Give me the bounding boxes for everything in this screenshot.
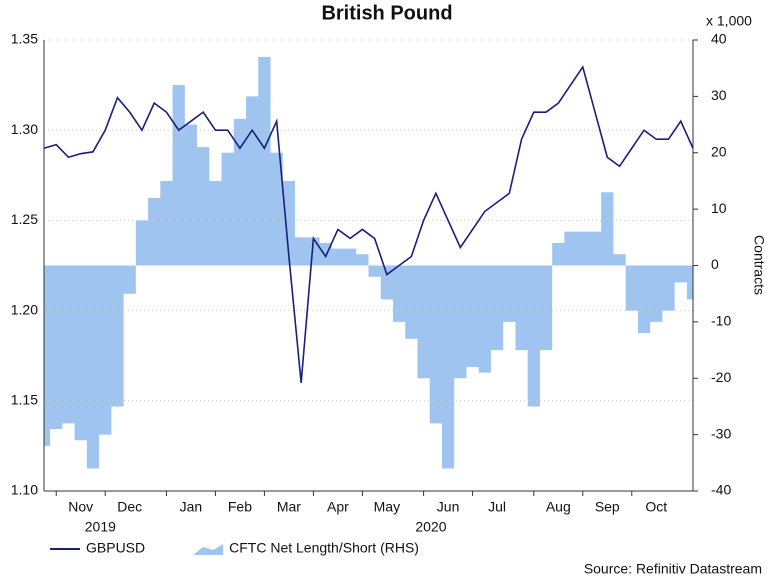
y2-axis-label: Contracts [751,235,767,295]
y2-tick-label: -20 [711,369,731,385]
year-label: 2020 [415,519,446,535]
y2-tick-label: 30 [711,87,727,103]
y-tick-label: 1.20 [11,301,38,317]
y-tick-label: 1.30 [11,121,38,137]
legend-label: CFTC Net Length/Short (RHS) [229,540,419,556]
x-tick-label: Oct [645,499,667,515]
year-label: 2019 [85,519,116,535]
x-tick-label: Feb [228,499,252,515]
line [43,65,694,383]
y2-tick-label: 20 [711,143,727,159]
y-tick-label: 1.25 [11,211,38,227]
y2-unit: x 1,000 [706,13,752,29]
legend-swatch [193,544,224,555]
x-tick-label: Jan [180,499,203,515]
x-tick-label: Mar [277,499,301,515]
y2-tick-label: -10 [711,313,731,329]
legend-label: GBPUSD [86,540,145,556]
chart-title: British Pound [321,2,452,24]
y-tick-label: 1.15 [11,392,38,408]
x-tick-label: Aug [546,499,571,515]
y2-tick-label: -40 [711,482,731,498]
x-tick-label: Jul [488,499,506,515]
y2-tick-label: 10 [711,200,727,216]
y-tick-label: 1.35 [11,31,38,47]
x-tick-label: May [374,499,400,515]
y2-tick-label: 40 [711,31,727,47]
x-tick-label: Nov [68,499,93,515]
area [44,56,693,469]
source: Source: Refinitiv Datastream [584,561,762,577]
y2-tick-label: -30 [711,425,731,441]
x-tick-label: Jun [437,499,460,515]
y2-tick-label: 0 [711,256,719,272]
x-tick-label: Sep [595,499,620,515]
x-tick-label: Dec [117,499,142,515]
x-tick-label: Apr [327,499,349,515]
y-tick-label: 1.10 [11,482,38,498]
